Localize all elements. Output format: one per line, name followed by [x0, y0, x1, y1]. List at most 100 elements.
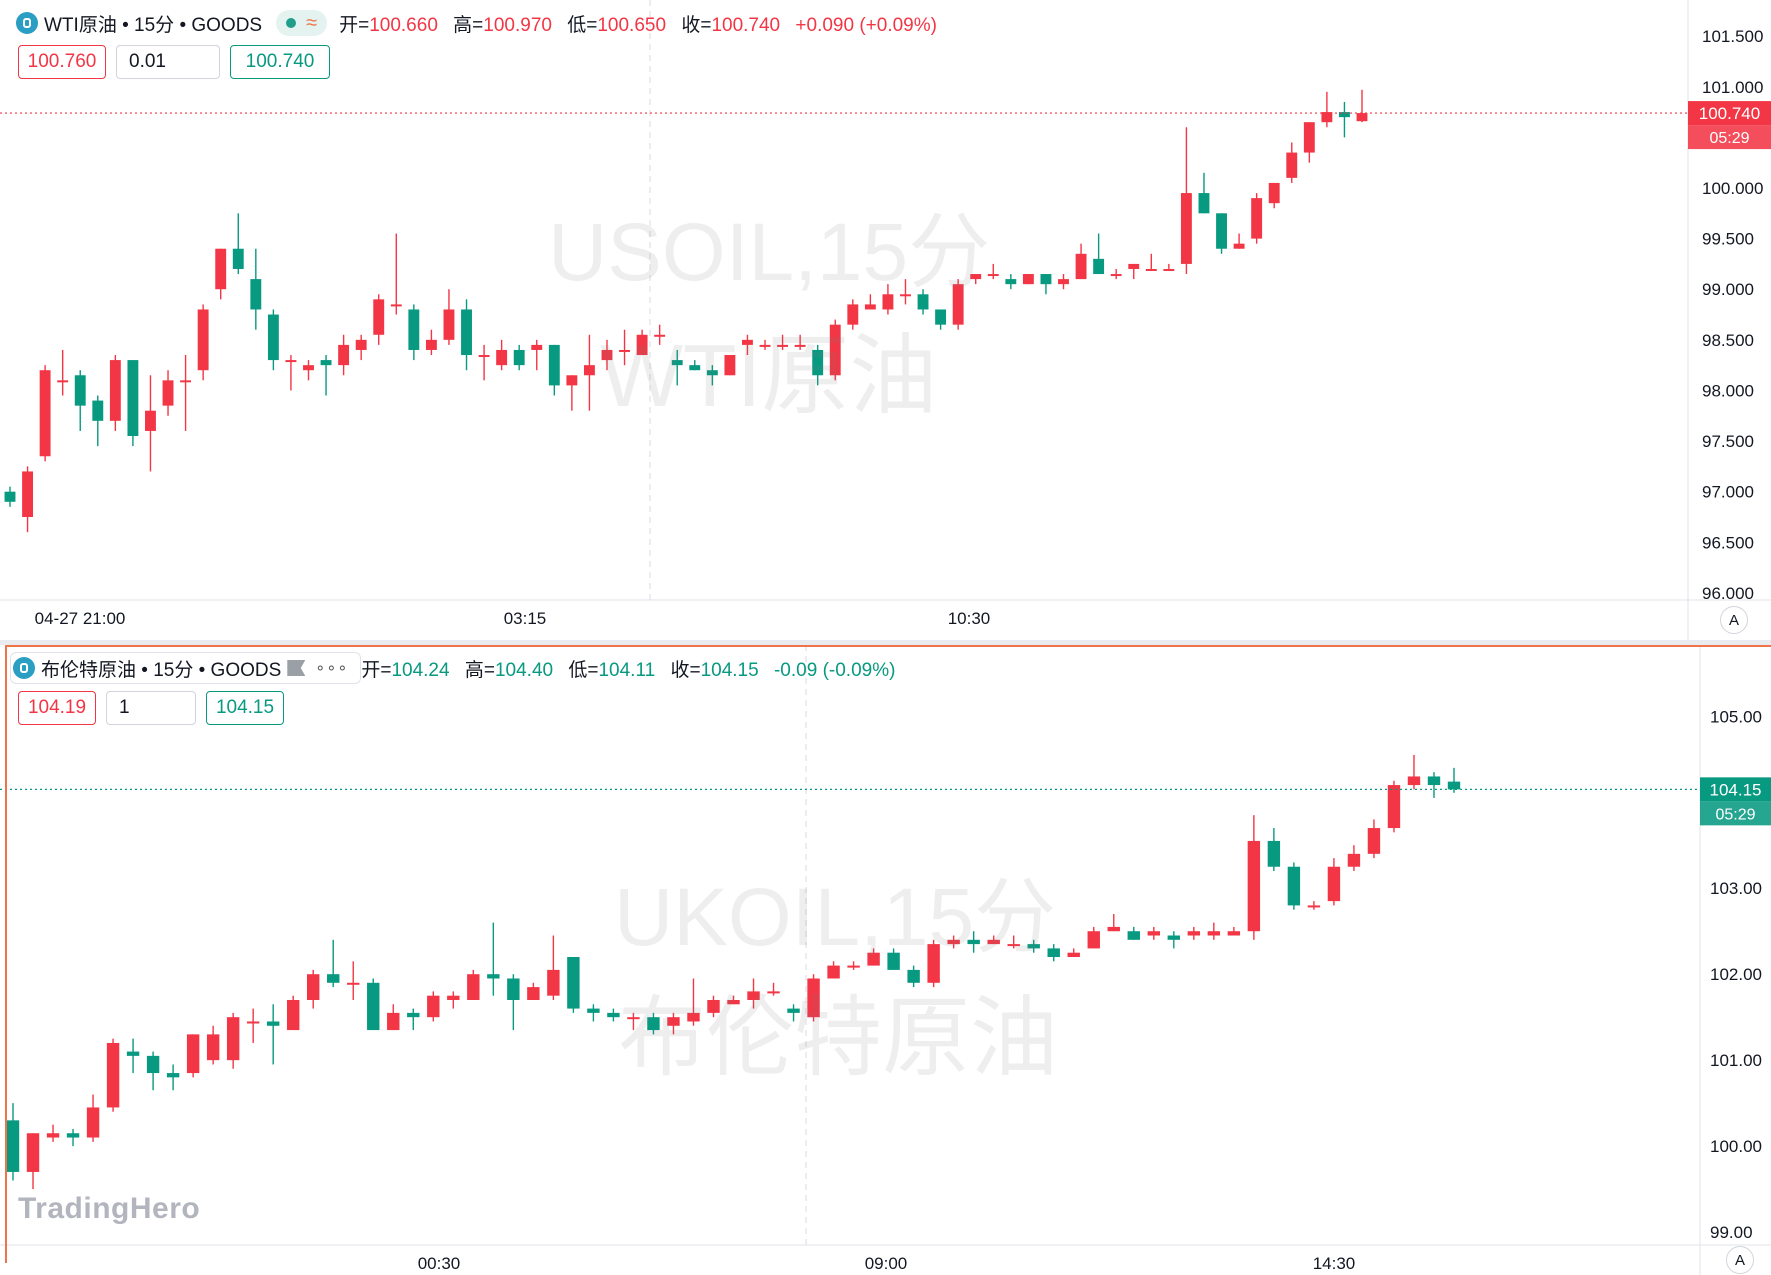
auto-scale-button[interactable]: A [1726, 1246, 1754, 1274]
candle-body [847, 965, 860, 968]
candle-body [127, 360, 139, 437]
candle-body [226, 1017, 240, 1061]
candle [1007, 935, 1020, 949]
sell-button[interactable]: 104.19 [18, 691, 96, 725]
candle [727, 995, 740, 1005]
candle-body [250, 279, 262, 310]
candle-body [1163, 268, 1175, 271]
candle-body [794, 344, 806, 347]
candle-body [507, 978, 520, 1000]
candle-body [1447, 781, 1461, 790]
candle [547, 935, 560, 1000]
candle-body [947, 939, 960, 945]
candle-body [126, 1051, 140, 1056]
candle [496, 339, 508, 371]
candle [1047, 944, 1060, 962]
candle-body [1147, 931, 1160, 936]
candle-body [1180, 193, 1192, 264]
candle-body [443, 309, 455, 340]
candle [447, 991, 460, 1009]
candle [74, 370, 86, 431]
candle [425, 329, 437, 356]
sell-button[interactable]: 100.760 [18, 45, 106, 79]
candle-body [92, 400, 104, 421]
candle [22, 466, 34, 533]
symbol-badge[interactable]: 布伦特原油 • 15分 • GOODS ∘∘∘ [10, 652, 362, 684]
quantity-input[interactable]: 1 [106, 691, 196, 725]
candle [507, 974, 520, 1031]
candle [1198, 172, 1210, 214]
candle-body [286, 999, 300, 1031]
candle-body [1233, 243, 1245, 249]
candle-body [1207, 931, 1221, 936]
wti-legend: WTI原油 • 15分 • GOODS ≈ 开=100.660 高=100.97… [14, 8, 947, 38]
candle [548, 344, 560, 396]
candle-body [829, 324, 841, 376]
candle [687, 978, 700, 1026]
candle-body [496, 349, 508, 366]
candle [408, 304, 420, 361]
candle-body [531, 344, 543, 350]
candle-body [1187, 931, 1201, 936]
y-tick-label: 101.00 [1710, 1051, 1762, 1070]
candle-body [1127, 931, 1140, 940]
candle-body [1022, 274, 1034, 285]
candle-body [887, 952, 900, 970]
market-status-pill[interactable]: ≈ [276, 10, 328, 36]
quantity-input[interactable]: 0.01 [116, 45, 220, 79]
y-tick-label: 99.500 [1702, 230, 1754, 249]
candle-body [527, 987, 540, 1000]
candle [1233, 233, 1245, 249]
candle [1247, 815, 1261, 940]
candle-body [583, 365, 595, 376]
candle [566, 375, 578, 411]
wti-chart-pane[interactable]: 101.500 101.000 100.000 99.500 99.000 98.500 9… [0, 0, 1771, 640]
candle-body [390, 304, 402, 307]
y-tick-label: 101.000 [1702, 78, 1763, 97]
candle [671, 349, 683, 386]
candle-body [607, 1012, 620, 1018]
countdown-tag [1688, 125, 1771, 150]
wti-chart-svg[interactable]: 101.500 101.000 100.000 99.500 99.000 98.500 9… [0, 0, 1771, 640]
candle-body [246, 1021, 260, 1024]
candle [427, 991, 440, 1022]
pane-separator[interactable] [0, 640, 1771, 645]
candle [787, 1004, 800, 1022]
symbol-badge[interactable]: WTI原油 • 15分 • GOODS [14, 8, 269, 38]
candle-body [1303, 122, 1315, 153]
y-tick-label: 97.000 [1702, 483, 1754, 502]
candle [461, 299, 472, 371]
candle-body [601, 349, 613, 361]
change-value: -0.09 (-0.09%) [773, 659, 896, 681]
brent-legend: 布伦特原油 • 15分 • GOODS ∘∘∘ 开=104.24 高=104.4… [10, 652, 905, 684]
candle [26, 1133, 40, 1190]
candle-body [467, 974, 480, 1000]
y-tick-label: 100.00 [1710, 1137, 1762, 1156]
brent-chart-pane[interactable]: 105.00 103.00 102.00 101.00 100.00 99.00 00:30… [0, 645, 1771, 1275]
candle [320, 355, 332, 396]
candle [1087, 926, 1100, 949]
more-options-icon[interactable]: ∘∘∘ [315, 660, 349, 677]
candle-body [1093, 258, 1105, 275]
candle [987, 263, 999, 280]
brent-chart-svg[interactable]: 105.00 103.00 102.00 101.00 100.00 99.00 00:30… [0, 645, 1771, 1275]
candle [627, 1012, 640, 1031]
candle [807, 974, 820, 1022]
candle-body [917, 294, 929, 310]
high-label: 高= [464, 659, 495, 681]
candle-body [66, 1133, 80, 1138]
candle-body [727, 999, 740, 1005]
candle-body [1047, 948, 1060, 957]
buy-button[interactable]: 100.740 [230, 45, 330, 79]
candle [1147, 926, 1160, 940]
candle-body [1267, 840, 1281, 867]
flag-icon[interactable] [287, 660, 306, 676]
countdown-tag [1700, 801, 1771, 826]
buy-button[interactable]: 104.15 [206, 691, 284, 725]
symbol-logo-icon [16, 12, 38, 34]
auto-scale-button[interactable]: A [1720, 606, 1748, 634]
candle [1287, 862, 1301, 910]
x-tick-label: 00:30 [418, 1254, 461, 1273]
candle [654, 324, 666, 345]
candle [777, 334, 789, 350]
